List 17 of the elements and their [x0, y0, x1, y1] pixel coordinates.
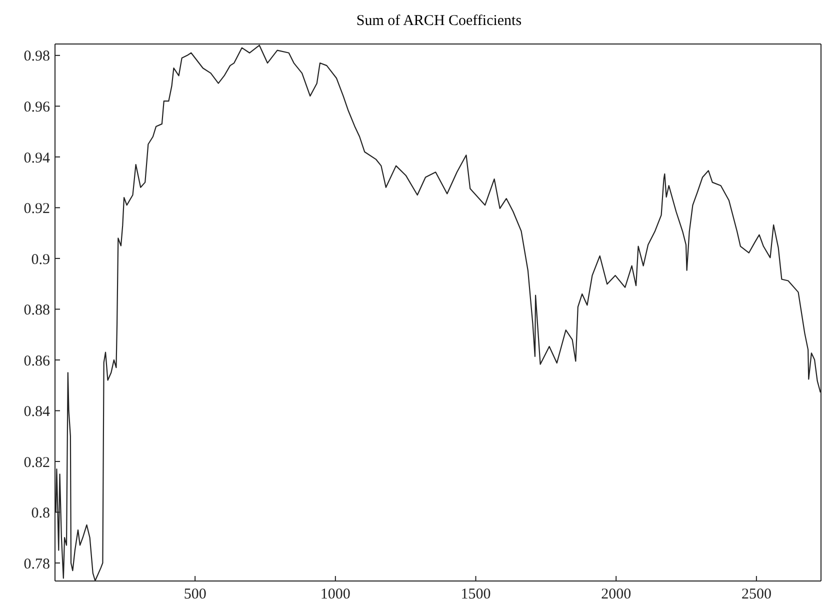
y-tick-label: 0.78 [24, 556, 50, 572]
y-tick-label: 0.82 [24, 454, 50, 471]
y-tick-label: 0.9 [31, 252, 50, 268]
y-tick-label: 0.98 [24, 48, 50, 65]
x-tick-label: 1500 [460, 586, 491, 603]
x-tick-label: 2500 [741, 586, 772, 603]
y-tick-label: 0.96 [24, 100, 50, 116]
y-tick-label: 0.84 [24, 404, 50, 420]
chart-title: Sum of ARCH Coefficients [355, 12, 523, 31]
x-tick-label: 500 [184, 586, 206, 603]
y-tick-label: 0.88 [24, 302, 50, 319]
x-tick-label: 2000 [601, 586, 632, 603]
y-tick-label: 0.8 [31, 506, 50, 522]
y-tick-label: 0.94 [24, 150, 50, 166]
y-tick-label: 0.86 [24, 353, 50, 370]
y-tick-label: 0.92 [24, 201, 50, 218]
x-tick-label: 1000 [320, 586, 350, 603]
